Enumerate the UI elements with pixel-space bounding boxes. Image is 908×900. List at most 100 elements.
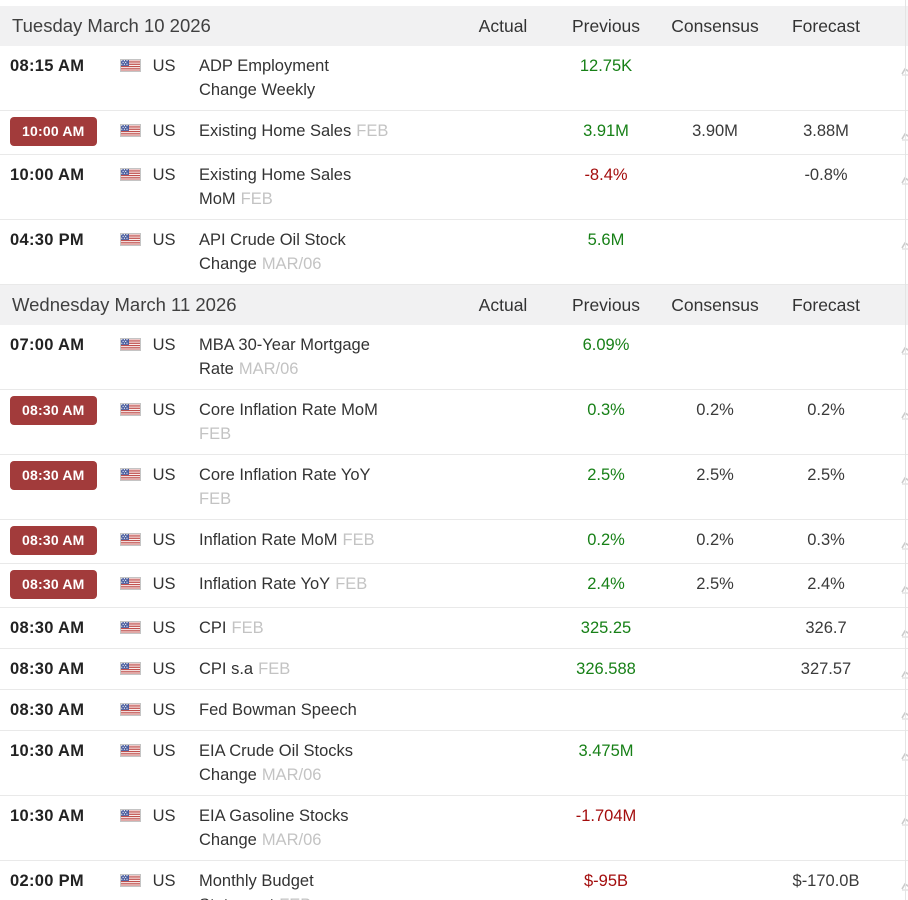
event-month-ref-line2: FEB xyxy=(279,896,311,900)
event-row[interactable]: 08:30 AM xyxy=(0,455,908,520)
row-edge-cell xyxy=(881,325,908,389)
us-flag-icon xyxy=(120,398,141,422)
event-month-ref-line2: FEB xyxy=(199,490,232,508)
column-header-actual: Actual xyxy=(478,294,528,315)
row-edge-cell xyxy=(881,455,908,519)
row-edge-cell xyxy=(881,608,908,648)
country-cell: US xyxy=(108,796,190,860)
previous-value: 5.6M xyxy=(587,231,625,249)
event-name: EIA Crude Oil Stocks xyxy=(199,742,354,760)
event-row[interactable]: 08:30 AM xyxy=(0,564,908,608)
event-title-link[interactable]: ADP Employment Change Weekly xyxy=(199,57,329,99)
event-name: EIA Gasoline Stocks xyxy=(199,807,349,825)
event-row[interactable]: 07:00 AM xyxy=(0,325,908,390)
forecast-value xyxy=(771,690,881,730)
country-cell: US xyxy=(108,608,190,648)
day-header-row: Tuesday March 10 2026 Actual Previous Co… xyxy=(0,6,908,46)
row-edge-cell xyxy=(881,155,908,219)
event-time-cell: 08:15 AM xyxy=(0,46,108,110)
event-time: 08:30 AM xyxy=(10,660,85,678)
country-cell: US xyxy=(108,564,190,607)
event-name: CPI s.a xyxy=(199,660,254,678)
row-edge-cell xyxy=(881,220,908,284)
event-month-ref-line2: FEB xyxy=(240,190,273,208)
event-row[interactable]: 10:30 AM xyxy=(0,731,908,796)
event-row[interactable]: 08:15 AM xyxy=(0,46,908,111)
event-title-link[interactable]: Inflation Rate MoM FEB xyxy=(199,531,375,549)
forecast-value: -0.8% xyxy=(804,166,848,184)
event-time: 10:00 AM xyxy=(10,166,85,184)
row-edge-cell xyxy=(881,731,908,795)
event-name: Monthly Budget xyxy=(199,872,314,890)
consensus-value: 3.90M xyxy=(692,122,738,140)
event-row[interactable]: 08:30 AM xyxy=(0,520,908,564)
event-row[interactable]: 08:30 AM xyxy=(0,690,908,731)
event-title-link[interactable]: CPI FEB xyxy=(199,619,264,637)
country-cell: US xyxy=(108,46,190,110)
event-cell: ADP Employment Change Weekly xyxy=(190,46,453,110)
event-name: Existing Home Sales xyxy=(199,122,352,140)
event-row[interactable]: 04:30 PM xyxy=(0,220,908,285)
event-title-link[interactable]: EIA Crude Oil Stocks Change MAR/06 xyxy=(199,742,353,784)
right-edge-divider xyxy=(905,0,906,900)
us-flag-icon xyxy=(120,463,141,487)
country-code: US xyxy=(152,166,176,184)
row-edge-cell xyxy=(881,111,908,154)
row-edge-cell xyxy=(881,796,908,860)
country-code: US xyxy=(152,619,176,637)
event-row[interactable]: 10:30 AM xyxy=(0,796,908,861)
event-title-link[interactable]: MBA 30-Year Mortgage Rate MAR/06 xyxy=(199,336,370,378)
day-rows: 08:15 AM xyxy=(0,46,908,285)
event-cell: API Crude Oil Stock Change MAR/06 xyxy=(190,220,453,284)
country-code: US xyxy=(152,807,176,825)
event-time-cell: 10:30 AM xyxy=(0,796,108,860)
event-title-link[interactable]: Existing Home Sales FEB xyxy=(199,122,388,140)
us-flag-icon xyxy=(120,119,141,143)
event-row[interactable]: 10:00 AM xyxy=(0,111,908,155)
event-title-link[interactable]: API Crude Oil Stock Change MAR/06 xyxy=(199,231,346,273)
actual-value xyxy=(453,690,553,730)
previous-value: 325.25 xyxy=(580,619,632,637)
event-title-link[interactable]: Fed Bowman Speech xyxy=(199,701,357,719)
event-month-ref-line2: MAR/06 xyxy=(261,831,322,849)
country-code: US xyxy=(152,231,176,249)
us-flag-icon xyxy=(120,54,141,78)
actual-value xyxy=(453,111,553,154)
event-row[interactable]: 08:30 AM xyxy=(0,608,908,649)
event-cell: CPI FEB xyxy=(190,608,453,648)
event-title-link[interactable]: Inflation Rate YoY FEB xyxy=(199,575,367,593)
previous-value: 2.5% xyxy=(587,466,625,484)
consensus-value xyxy=(659,649,771,689)
country-cell: US xyxy=(108,455,190,519)
event-title-link[interactable]: Existing Home Sales MoM FEB xyxy=(199,166,351,208)
previous-value xyxy=(553,690,659,730)
us-flag-icon xyxy=(120,698,141,722)
consensus-value: 2.5% xyxy=(696,466,734,484)
previous-value: 6.09% xyxy=(582,336,630,354)
event-row[interactable]: 10:00 AM xyxy=(0,155,908,220)
event-title-link[interactable]: Core Inflation Rate YoY FEB xyxy=(199,466,371,508)
event-month-ref: FEB xyxy=(258,660,291,678)
event-row[interactable]: 08:30 AM xyxy=(0,649,908,690)
event-title-link[interactable]: EIA Gasoline Stocks Change MAR/06 xyxy=(199,807,349,849)
event-title-link[interactable]: CPI s.a FEB xyxy=(199,660,290,678)
forecast-value: 0.3% xyxy=(807,531,845,549)
row-edge-cell xyxy=(881,649,908,689)
actual-value xyxy=(453,325,553,389)
event-title-link[interactable]: Core Inflation Rate MoM FEB xyxy=(199,401,378,443)
event-name: ADP Employment xyxy=(199,57,329,75)
actual-value xyxy=(453,731,553,795)
us-flag-icon xyxy=(120,657,141,681)
previous-value: 326.588 xyxy=(576,660,636,678)
country-code: US xyxy=(152,336,176,354)
event-cell: Monthly Budget Statement FEB xyxy=(190,861,453,900)
actual-value xyxy=(453,796,553,860)
consensus-value xyxy=(659,155,771,219)
event-title-link[interactable]: Monthly Budget Statement FEB xyxy=(199,872,314,900)
event-month-ref-line2: FEB xyxy=(199,425,232,443)
event-row[interactable]: 08:30 AM xyxy=(0,390,908,455)
event-time-cell: 08:30 AM xyxy=(0,649,108,689)
event-row[interactable]: 02:00 PM xyxy=(0,861,908,900)
day-rows: 07:00 AM xyxy=(0,325,908,900)
event-name: Core Inflation Rate MoM xyxy=(199,401,378,419)
